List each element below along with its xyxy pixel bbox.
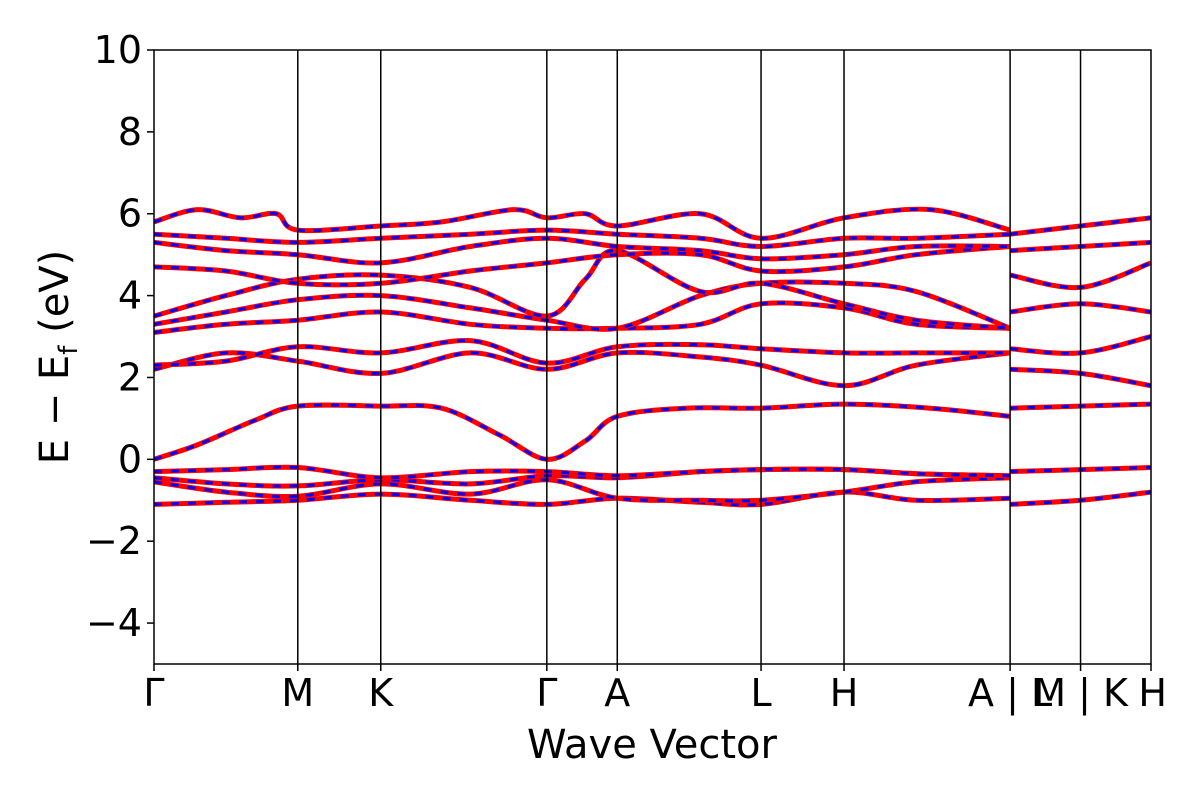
x-tick-label: L: [750, 671, 771, 715]
y-axis-label-subscript: f: [54, 345, 84, 355]
y-tick-label: 0: [118, 437, 142, 481]
band-line-3-blue: [154, 465, 1011, 480]
band-line-10-blue: [154, 245, 1011, 287]
y-tick-label: 10: [94, 28, 142, 72]
band-line-9-blue: [154, 249, 1011, 330]
y-tick-label: −2: [86, 519, 142, 563]
x-tick-label: H: [1138, 671, 1167, 715]
band-line-4-blue: [154, 402, 1011, 461]
y-tick-label: 8: [118, 110, 142, 154]
band-line-1-blue: [154, 476, 1011, 503]
x-tick-label: A | L: [968, 671, 1052, 716]
y-tick-label: 6: [118, 192, 142, 236]
x-tick-label: M: [281, 671, 314, 715]
x-tick-label: H: [830, 671, 859, 715]
y-axis-label: E − Ef (eV): [32, 250, 84, 465]
plot-frame: [153, 49, 1152, 665]
y-tick-label: 4: [118, 274, 142, 318]
band-line-8-blue: [154, 280, 1011, 331]
y-tick-label: −4: [86, 601, 142, 645]
x-tick-label: K: [368, 671, 394, 715]
band-line-12-blue: [154, 228, 1011, 249]
band-line-4-red: [154, 401, 1011, 462]
band-line-7-blue: [154, 301, 1011, 334]
x-tick-label: Γ: [143, 671, 164, 715]
x-axis-label: Wave Vector: [527, 722, 778, 768]
band-line-5-blue: [154, 350, 1011, 388]
band-line-11-blue: [154, 236, 1011, 265]
x-tick-label: Γ: [536, 671, 557, 715]
x-tick-label: A: [604, 671, 630, 715]
y-axis-label-unit: (eV): [32, 250, 78, 346]
y-axis-label-main: E − E: [32, 355, 78, 465]
kpath-divider-lines: [297, 50, 1082, 664]
bands-layer: [154, 206, 1151, 508]
y-tick-label: 2: [118, 355, 142, 399]
band-line-6-blue: [154, 339, 1011, 367]
x-tick-label: M | K: [1033, 671, 1129, 716]
band-line-13-blue: [154, 207, 1011, 240]
y-axis-ticks: −4 −2 0 2 4 6 8 10: [86, 28, 154, 645]
